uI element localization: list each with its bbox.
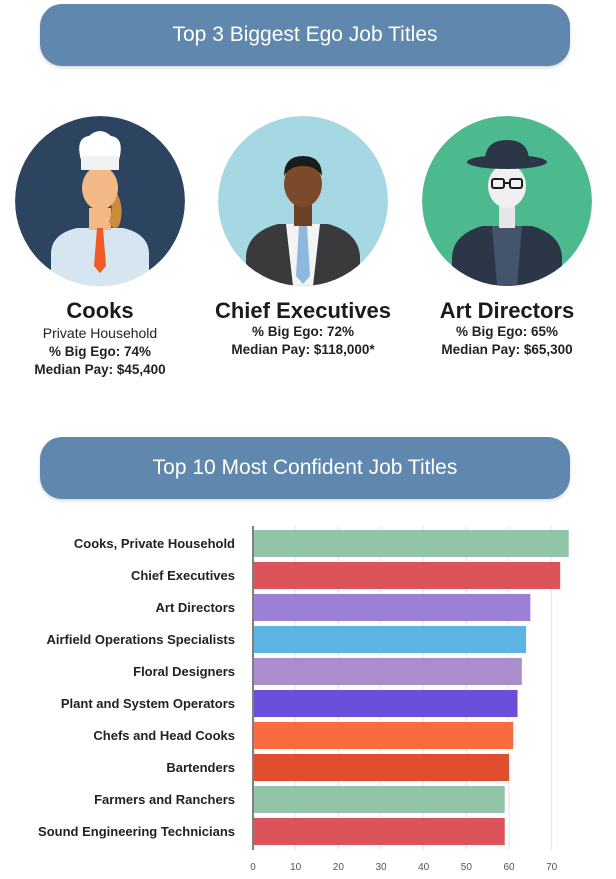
x-tick-label: 10 [290, 862, 302, 873]
tie [94, 228, 106, 273]
job-card-chief-executives: Chief Executives % Big Ego: 72% Median P… [203, 116, 403, 357]
category-label: Art Directors [156, 600, 235, 615]
tie [296, 226, 310, 284]
hair [284, 156, 322, 176]
bar [254, 594, 531, 621]
bar [254, 818, 505, 845]
ego-stat: % Big Ego: 74% [48, 344, 151, 359]
category-label: Floral Designers [133, 664, 235, 679]
chart-bars [254, 530, 569, 845]
bar [254, 562, 561, 589]
bar [254, 530, 569, 557]
executive-avatar [218, 116, 388, 286]
x-tick-label: 60 [503, 862, 515, 873]
confidence-bar-chart: Cooks, Private Household Chief Executives… [38, 526, 569, 873]
category-label: Chief Executives [131, 568, 235, 583]
category-label: Cooks, Private Household [74, 536, 235, 551]
category-label: Farmers and Ranchers [94, 792, 235, 807]
top10-banner: Top 10 Most Confident Job Titles [40, 437, 570, 499]
job-card-cooks: Cooks Private Household % Big Ego: 74% M… [0, 116, 200, 377]
job-card-art-directors: Art Directors % Big Ego: 65% Median Pay:… [407, 116, 607, 357]
category-label: Bartenders [166, 760, 235, 775]
job-name: Chief Executives [214, 298, 392, 323]
pay-stat: Median Pay: $65,300 [441, 342, 573, 357]
job-name: Art Directors [439, 298, 575, 323]
chart-category-labels: Cooks, Private Household Chief Executives… [38, 536, 235, 839]
hat [484, 140, 530, 163]
x-tick-label: 50 [461, 862, 473, 873]
chef-hat [79, 131, 121, 160]
category-label: Airfield Operations Specialists [46, 632, 235, 647]
bar [254, 658, 522, 685]
ego-stat: % Big Ego: 72% [251, 324, 354, 339]
cook-avatar [15, 116, 185, 286]
job-subtitle: Private Household [42, 325, 158, 341]
x-tick-label: 30 [375, 862, 387, 873]
category-label: Plant and System Operators [61, 696, 235, 711]
bar [254, 722, 514, 749]
chart-x-ticks: 0 10 20 30 40 50 60 70 [250, 862, 557, 873]
ego-stat: % Big Ego: 65% [455, 324, 558, 339]
x-tick-label: 20 [333, 862, 345, 873]
bar [254, 690, 518, 717]
category-label: Chefs and Head Cooks [93, 728, 235, 743]
pay-stat: Median Pay: $45,400 [34, 362, 166, 377]
x-tick-label: 70 [546, 862, 558, 873]
top3-banner: Top 3 Biggest Ego Job Titles [40, 4, 570, 66]
bar [254, 786, 505, 813]
x-tick-label: 40 [418, 862, 430, 873]
x-tick-label: 0 [250, 862, 256, 873]
bar [254, 754, 509, 781]
bar [254, 626, 527, 653]
job-name: Cooks [66, 298, 134, 323]
category-label: Sound Engineering Technicians [38, 824, 235, 839]
pay-stat: Median Pay: $118,000* [231, 342, 375, 357]
art-director-avatar [422, 116, 592, 286]
